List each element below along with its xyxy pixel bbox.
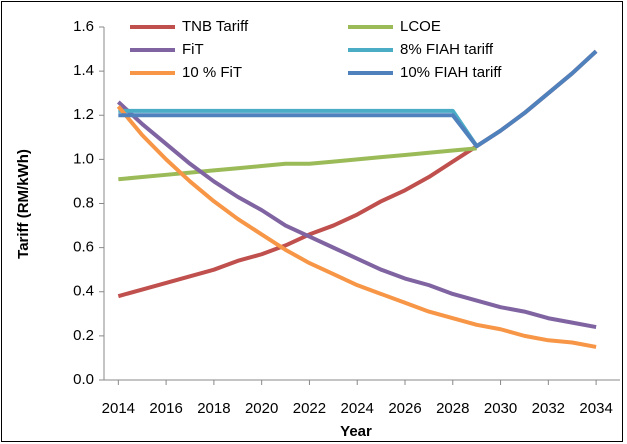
legend-label: 8% FIAH tariff <box>400 41 494 58</box>
x-tick-label: 2028 <box>436 400 469 417</box>
y-tick-label: 1.2 <box>73 106 94 123</box>
x-tick-label: 2020 <box>245 400 278 417</box>
legend-label: TNB Tariff <box>182 18 249 35</box>
series-line <box>118 49 598 149</box>
x-tick-label: 2032 <box>532 400 565 417</box>
y-tick-label: 0.8 <box>73 194 94 211</box>
x-tick-label: 2022 <box>293 400 326 417</box>
series-line <box>118 146 477 182</box>
x-tick-label: 2034 <box>579 400 612 417</box>
y-tick-label: 0.0 <box>73 371 94 388</box>
x-tick-label: 2026 <box>388 400 421 417</box>
y-tick-label: 0.4 <box>73 283 94 300</box>
x-tick-label: 2018 <box>197 400 230 417</box>
legend-label: 10% FIAH tariff <box>400 64 502 81</box>
y-tick-label: 0.2 <box>73 327 94 344</box>
legend-label: LCOE <box>400 18 441 35</box>
x-tick-label: 2014 <box>102 400 135 417</box>
x-tick-label: 2030 <box>484 400 517 417</box>
x-tick-label: 2016 <box>149 400 182 417</box>
legend-label: FiT <box>182 41 204 58</box>
y-axis-label: Tariff (RM/kWh) <box>15 149 32 259</box>
series-line <box>116 105 597 349</box>
x-axis-label: Year <box>340 423 372 440</box>
y-tick-label: 1.0 <box>73 150 94 167</box>
y-tick-label: 0.6 <box>73 239 94 256</box>
legend-label: 10 % FiT <box>182 64 242 81</box>
x-tick-label: 2024 <box>341 400 374 417</box>
y-tick-label: 1.6 <box>73 18 94 35</box>
y-tick-label: 1.4 <box>73 62 94 79</box>
series-line <box>118 108 479 148</box>
series-line <box>116 100 597 330</box>
